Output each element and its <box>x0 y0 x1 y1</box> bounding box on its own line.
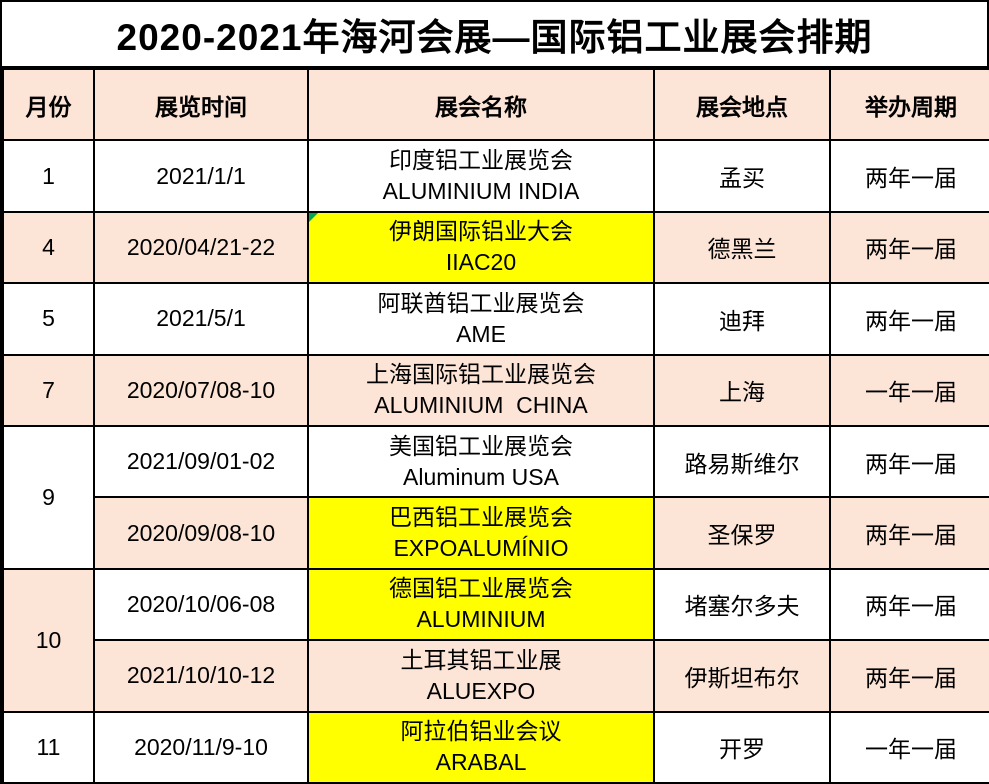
header-location: 展会地点 <box>653 67 831 142</box>
exhibition-name-cn: 土耳其铝工业展 <box>400 646 562 673</box>
exhibition-name-en: IIAC20 <box>445 249 517 276</box>
exhibition-name-cell: 巴西铝工业展览会 EXPOALUMÍNIO <box>307 496 655 570</box>
month-cell: 4 <box>2 210 95 285</box>
exhibition-name-cn: 德国铝工业展览会 <box>389 575 573 602</box>
date-cell: 2021/10/10-12 <box>93 639 309 713</box>
date-cell: 2021/5/1 <box>93 282 309 356</box>
date-cell: 2021/09/01-02 <box>93 424 309 499</box>
month-cell: 5 <box>2 282 95 356</box>
exhibition-name-cell: 美国铝工业展览会 Aluminum USA <box>307 424 655 499</box>
date-cell: 2021/1/1 <box>93 139 309 213</box>
table-row: 1 2021/1/1 印度铝工业展览会 ALUMINIUM INDIA 孟买 两… <box>2 139 989 213</box>
date-cell: 2020/11/9-10 <box>93 710 309 784</box>
page-title: 2020-2021年海河会展—国际铝工业展会排期 <box>116 17 873 58</box>
exhibition-schedule-table: 月份 展览时间 展会名称 展会地点 举办周期 1 2021/1/1 印度铝工业展… <box>2 67 989 784</box>
table-row: 11 2020/11/9-10 阿拉伯铝业会议 ARABAL 开罗 一年一届 <box>2 710 989 784</box>
month-cell: 1 <box>2 139 95 213</box>
exhibition-name-en: EXPOALUMÍNIO <box>393 535 569 562</box>
exhibition-name-cn: 美国铝工业展览会 <box>389 432 573 459</box>
cycle-cell: 两年一届 <box>829 424 989 499</box>
exhibition-name-en: Aluminum USA <box>403 463 559 490</box>
table-row: 7 2020/07/08-10 上海国际铝工业展览会 ALUMINIUM CHI… <box>2 353 989 427</box>
exhibition-name-cn: 伊朗国际铝业大会 <box>389 218 573 245</box>
exhibition-name-cell: 德国铝工业展览会 ALUMINIUM <box>307 567 655 642</box>
location-cell: 德黑兰 <box>653 210 831 285</box>
exhibition-name-cell: 阿联酋铝工业展览会 AME <box>307 282 655 356</box>
table-row: 10 2020/10/06-08 德国铝工业展览会 ALUMINIUM 堵塞尔多… <box>2 567 989 713</box>
exhibition-name-cell: 上海国际铝工业展览会 ALUMINIUM CHINA <box>307 353 655 427</box>
exhibition-name-en: ALUMINIUM INDIA <box>382 178 580 205</box>
table-row: 9 2021/09/01-02 美国铝工业展览会 Aluminum USA 路易… <box>2 424 989 570</box>
exhibition-name-cn: 阿拉伯铝业会议 <box>400 718 562 745</box>
cycle-cell: 一年一届 <box>829 710 989 784</box>
date-cell: 2020/07/08-10 <box>93 353 309 427</box>
month-cell: 7 <box>2 353 95 427</box>
location-cell: 圣保罗 <box>653 496 831 570</box>
exhibition-name-cell: 伊朗国际铝业大会 IIAC20 <box>307 210 655 285</box>
cycle-cell: 两年一届 <box>829 639 989 713</box>
location-cell: 伊斯坦布尔 <box>653 639 831 713</box>
exhibition-name-en: ALUMINIUM CHINA <box>374 392 588 419</box>
exhibition-name-cn: 印度铝工业展览会 <box>389 147 573 174</box>
month-cell: 10 <box>2 567 95 713</box>
location-cell: 上海 <box>653 353 831 427</box>
cycle-cell: 一年一届 <box>829 353 989 427</box>
location-cell: 路易斯维尔 <box>653 424 831 499</box>
page-title-bar: 2020-2021年海河会展—国际铝工业展会排期 <box>2 2 987 68</box>
location-cell: 堵塞尔多夫 <box>653 567 831 642</box>
date-cell: 2020/04/21-22 <box>93 210 309 285</box>
date-cell: 2020/10/06-08 <box>93 567 309 642</box>
cycle-cell: 两年一届 <box>829 210 989 285</box>
exhibition-name-cn: 上海国际铝工业展览会 <box>366 361 596 388</box>
location-cell: 迪拜 <box>653 282 831 356</box>
cycle-cell: 两年一届 <box>829 496 989 570</box>
exhibition-name-cell: 土耳其铝工业展 ALUEXPO <box>307 639 655 713</box>
month-cell: 11 <box>2 710 95 784</box>
date-cell: 2020/09/08-10 <box>93 496 309 570</box>
header-date: 展览时间 <box>93 67 309 142</box>
exhibition-name-en: ALUMINIUM <box>416 606 546 633</box>
cell-error-flag-icon <box>310 213 318 222</box>
exhibition-name-en: ALUEXPO <box>426 677 536 704</box>
exhibition-name-cn: 阿联酋铝工业展览会 <box>377 289 585 316</box>
exhibition-name-cell: 阿拉伯铝业会议 ARABAL <box>307 710 655 784</box>
month-cell: 9 <box>2 424 95 570</box>
header-name: 展会名称 <box>307 67 655 142</box>
cycle-cell: 两年一届 <box>829 567 989 642</box>
table-row: 5 2021/5/1 阿联酋铝工业展览会 AME 迪拜 两年一届 <box>2 282 989 356</box>
table-row: 4 2020/04/21-22 伊朗国际铝业大会 IIAC20 德黑兰 两年一届 <box>2 210 989 285</box>
exhibition-name-cell: 印度铝工业展览会 ALUMINIUM INDIA <box>307 139 655 213</box>
table-row: 2021/10/10-12 土耳其铝工业展 ALUEXPO 伊斯坦布尔 两年一届 <box>3 639 989 713</box>
exhibition-name-en: AME <box>456 320 506 347</box>
cycle-cell: 两年一届 <box>829 139 989 213</box>
header-month: 月份 <box>2 67 95 142</box>
table-row: 2020/09/08-10 巴西铝工业展览会 EXPOALUMÍNIO 圣保罗 … <box>3 496 989 570</box>
location-cell: 开罗 <box>653 710 831 784</box>
table-header-row: 月份 展览时间 展会名称 展会地点 举办周期 <box>2 67 989 142</box>
exhibition-name-cn: 巴西铝工业展览会 <box>389 504 573 531</box>
location-cell: 孟买 <box>653 139 831 213</box>
header-cycle: 举办周期 <box>829 67 989 142</box>
exhibition-name-en: ARABAL <box>435 749 527 776</box>
cycle-cell: 两年一届 <box>829 282 989 356</box>
